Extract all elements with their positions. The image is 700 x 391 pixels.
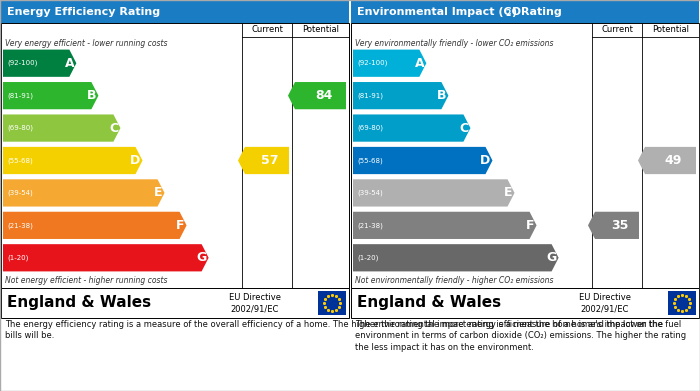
Text: B: B bbox=[437, 89, 447, 102]
Text: Not energy efficient - higher running costs: Not energy efficient - higher running co… bbox=[5, 276, 167, 285]
Text: EU Directive
2002/91/EC: EU Directive 2002/91/EC bbox=[579, 293, 631, 313]
Text: (55-68): (55-68) bbox=[357, 157, 383, 164]
Polygon shape bbox=[3, 115, 120, 142]
Text: E: E bbox=[154, 187, 162, 199]
Text: 57: 57 bbox=[261, 154, 279, 167]
Polygon shape bbox=[3, 212, 187, 239]
Bar bbox=[351, 288, 699, 318]
Bar bbox=[668, 291, 696, 315]
Text: B: B bbox=[87, 89, 97, 102]
Text: Potential: Potential bbox=[652, 25, 689, 34]
Text: Current: Current bbox=[601, 25, 633, 34]
Text: (1-20): (1-20) bbox=[7, 255, 29, 261]
Text: 35: 35 bbox=[611, 219, 629, 232]
Text: (92-100): (92-100) bbox=[357, 60, 387, 66]
Text: Environmental Impact (CO: Environmental Impact (CO bbox=[357, 7, 521, 17]
Text: (21-38): (21-38) bbox=[357, 222, 383, 229]
Bar bbox=[351, 1, 699, 23]
Text: 2: 2 bbox=[505, 9, 510, 18]
Polygon shape bbox=[353, 147, 493, 174]
Text: ) Rating: ) Rating bbox=[512, 7, 561, 17]
Text: (55-68): (55-68) bbox=[7, 157, 33, 164]
Text: Energy Efficiency Rating: Energy Efficiency Rating bbox=[7, 7, 160, 17]
Text: E: E bbox=[504, 187, 512, 199]
Polygon shape bbox=[288, 82, 346, 109]
Polygon shape bbox=[3, 50, 76, 77]
Text: England & Wales: England & Wales bbox=[7, 296, 151, 310]
Text: (69-80): (69-80) bbox=[357, 125, 383, 131]
Text: F: F bbox=[176, 219, 185, 232]
Text: Very environmentally friendly - lower CO₂ emissions: Very environmentally friendly - lower CO… bbox=[355, 39, 554, 48]
Bar bbox=[1, 23, 349, 288]
Text: F: F bbox=[526, 219, 535, 232]
Text: (92-100): (92-100) bbox=[7, 60, 37, 66]
Text: C: C bbox=[109, 122, 118, 135]
Polygon shape bbox=[3, 147, 143, 174]
Polygon shape bbox=[238, 147, 289, 174]
Text: (69-80): (69-80) bbox=[7, 125, 33, 131]
Polygon shape bbox=[353, 115, 470, 142]
Text: 84: 84 bbox=[315, 89, 332, 102]
Bar bbox=[1, 288, 349, 318]
Text: D: D bbox=[130, 154, 141, 167]
Text: Potential: Potential bbox=[302, 25, 339, 34]
Polygon shape bbox=[353, 82, 449, 109]
Text: G: G bbox=[547, 251, 556, 264]
Text: The environmental impact rating is a measure of a home's impact on the environme: The environmental impact rating is a mea… bbox=[355, 320, 686, 352]
Text: The energy efficiency rating is a measure of the overall efficiency of a home. T: The energy efficiency rating is a measur… bbox=[5, 320, 681, 341]
Polygon shape bbox=[638, 147, 696, 174]
Text: C: C bbox=[459, 122, 468, 135]
Text: (39-54): (39-54) bbox=[7, 190, 33, 196]
Text: A: A bbox=[64, 57, 74, 70]
Text: England & Wales: England & Wales bbox=[357, 296, 501, 310]
Text: Very energy efficient - lower running costs: Very energy efficient - lower running co… bbox=[5, 39, 167, 48]
Polygon shape bbox=[3, 244, 209, 271]
Text: (39-54): (39-54) bbox=[357, 190, 383, 196]
Text: G: G bbox=[197, 251, 206, 264]
Text: 49: 49 bbox=[665, 154, 682, 167]
Text: (1-20): (1-20) bbox=[357, 255, 379, 261]
Polygon shape bbox=[353, 212, 537, 239]
Text: Not environmentally friendly - higher CO₂ emissions: Not environmentally friendly - higher CO… bbox=[355, 276, 554, 285]
Text: (81-91): (81-91) bbox=[357, 92, 383, 99]
Polygon shape bbox=[3, 82, 99, 109]
Text: (21-38): (21-38) bbox=[7, 222, 33, 229]
Polygon shape bbox=[353, 179, 514, 206]
Bar bbox=[318, 291, 346, 315]
Bar bbox=[351, 23, 699, 288]
Polygon shape bbox=[588, 212, 639, 239]
Text: A: A bbox=[414, 57, 424, 70]
Text: (81-91): (81-91) bbox=[7, 92, 33, 99]
Bar bbox=[1, 1, 349, 23]
Text: EU Directive
2002/91/EC: EU Directive 2002/91/EC bbox=[229, 293, 281, 313]
Text: D: D bbox=[480, 154, 491, 167]
Polygon shape bbox=[353, 50, 426, 77]
Polygon shape bbox=[353, 244, 559, 271]
Text: Current: Current bbox=[251, 25, 283, 34]
Polygon shape bbox=[3, 179, 164, 206]
